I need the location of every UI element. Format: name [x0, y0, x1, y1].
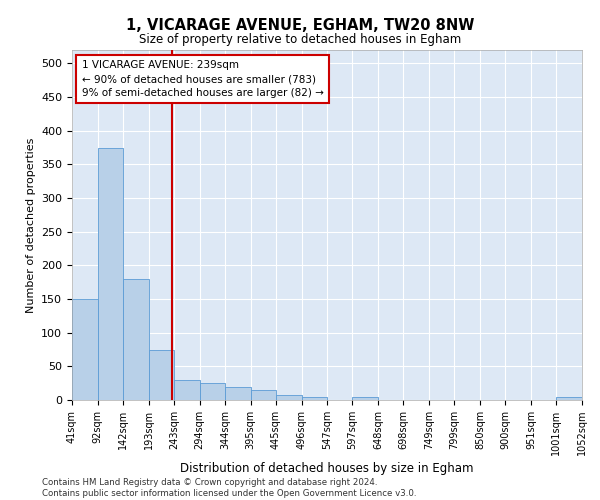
Y-axis label: Number of detached properties: Number of detached properties: [26, 138, 35, 312]
Bar: [149, 350, 174, 400]
Text: 1 VICARAGE AVENUE: 239sqm
← 90% of detached houses are smaller (783)
9% of semi-: 1 VICARAGE AVENUE: 239sqm ← 90% of detac…: [82, 60, 323, 98]
Bar: [302, 396, 327, 400]
Text: Contains HM Land Registry data © Crown copyright and database right 2024.
Contai: Contains HM Land Registry data © Crown c…: [42, 478, 416, 498]
Bar: [352, 396, 378, 400]
Text: Size of property relative to detached houses in Egham: Size of property relative to detached ho…: [139, 32, 461, 46]
Text: 1, VICARAGE AVENUE, EGHAM, TW20 8NW: 1, VICARAGE AVENUE, EGHAM, TW20 8NW: [126, 18, 474, 32]
Bar: [123, 279, 149, 400]
Bar: [225, 386, 251, 400]
Bar: [98, 148, 123, 400]
Bar: [174, 380, 200, 400]
Bar: [251, 390, 276, 400]
Bar: [72, 299, 98, 400]
Bar: [276, 396, 302, 400]
Bar: [556, 396, 582, 400]
Bar: [200, 383, 225, 400]
X-axis label: Distribution of detached houses by size in Egham: Distribution of detached houses by size …: [180, 462, 474, 475]
